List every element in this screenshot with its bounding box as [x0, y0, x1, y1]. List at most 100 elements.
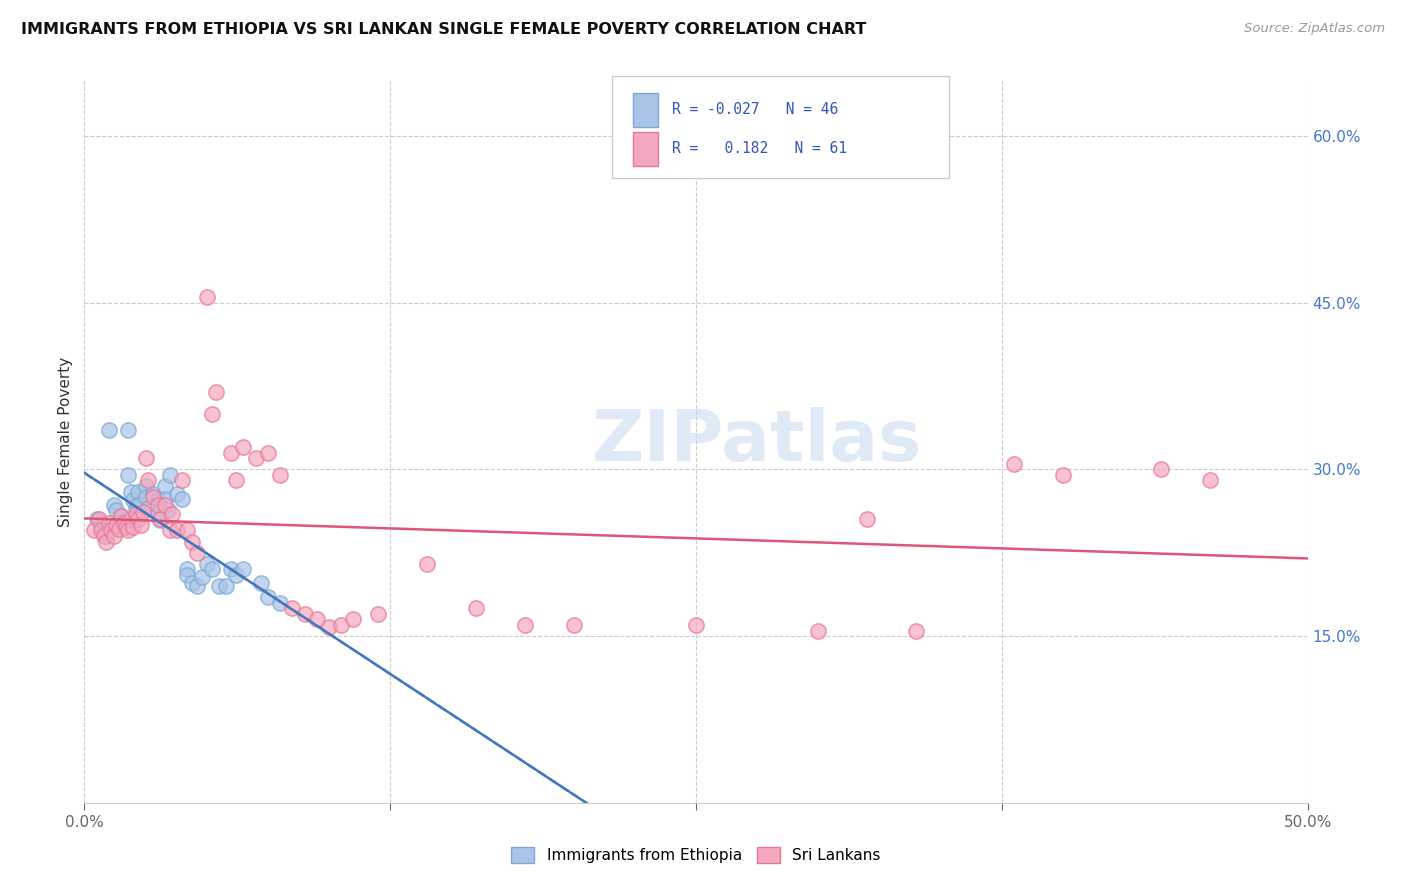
Point: [166, 487, 188, 501]
Point: [105, 503, 128, 517]
Point: [195, 557, 218, 571]
Point: [135, 451, 157, 466]
Point: [117, 424, 139, 438]
Point: [97, 424, 120, 438]
Point: [127, 498, 149, 512]
Point: [120, 512, 142, 526]
Point: [181, 575, 204, 590]
Point: [110, 508, 132, 523]
Point: [269, 596, 291, 610]
Point: [342, 612, 364, 626]
Point: [93, 529, 115, 543]
Point: [269, 467, 291, 482]
Point: [146, 493, 169, 508]
Point: [90, 520, 112, 534]
Point: [86, 512, 108, 526]
Point: [1052, 467, 1074, 482]
Point: [142, 490, 165, 504]
Point: [225, 474, 247, 488]
Point: [112, 516, 135, 530]
Point: [146, 507, 169, 521]
Text: ZIPatlas: ZIPatlas: [592, 407, 922, 476]
Point: [225, 568, 247, 582]
Point: [195, 290, 218, 304]
Point: [208, 579, 231, 593]
Point: [257, 445, 280, 459]
Legend: Immigrants from Ethiopia, Sri Lankans: Immigrants from Ethiopia, Sri Lankans: [506, 842, 886, 867]
Point: [166, 524, 188, 538]
Point: [181, 534, 204, 549]
Point: [132, 505, 155, 519]
Point: [96, 529, 118, 543]
Text: Source: ZipAtlas.com: Source: ZipAtlas.com: [1244, 22, 1385, 36]
Point: [232, 562, 254, 576]
Y-axis label: Single Female Poverty: Single Female Poverty: [58, 357, 73, 526]
Point: [136, 474, 159, 488]
Point: [125, 501, 148, 516]
Point: [142, 487, 165, 501]
Point: [122, 493, 145, 508]
Point: [416, 557, 439, 571]
Point: [232, 440, 254, 454]
Point: [245, 451, 267, 466]
Point: [153, 498, 176, 512]
Point: [464, 601, 486, 615]
Point: [110, 508, 132, 523]
Point: [219, 562, 242, 576]
Point: [120, 484, 142, 499]
Point: [87, 512, 110, 526]
Point: [103, 529, 125, 543]
Point: [122, 520, 145, 534]
Point: [562, 618, 585, 632]
Point: [215, 579, 238, 593]
Point: [205, 384, 228, 399]
Point: [318, 620, 340, 634]
Point: [136, 501, 159, 516]
Point: [112, 520, 135, 534]
Point: [685, 618, 707, 632]
Point: [172, 474, 194, 488]
Point: [513, 618, 536, 632]
Point: [127, 512, 149, 526]
Text: IMMIGRANTS FROM ETHIOPIA VS SRI LANKAN SINGLE FEMALE POVERTY CORRELATION CHART: IMMIGRANTS FROM ETHIOPIA VS SRI LANKAN S…: [21, 22, 866, 37]
Point: [176, 568, 198, 582]
Point: [367, 607, 389, 621]
Point: [1150, 462, 1173, 476]
Point: [807, 624, 830, 638]
Point: [146, 498, 169, 512]
Point: [129, 517, 152, 532]
Point: [1198, 474, 1220, 488]
Point: [107, 522, 129, 536]
Point: [103, 498, 125, 512]
Point: [294, 607, 316, 621]
Point: [249, 575, 271, 590]
Point: [330, 618, 353, 632]
Point: [96, 534, 118, 549]
Text: R =   0.182   N = 61: R = 0.182 N = 61: [672, 142, 846, 156]
Point: [117, 524, 139, 538]
Point: [115, 520, 138, 534]
Point: [305, 612, 328, 626]
Point: [905, 624, 928, 638]
Point: [117, 467, 139, 482]
Point: [172, 492, 194, 507]
Text: R = -0.027   N = 46: R = -0.027 N = 46: [672, 103, 838, 117]
Point: [100, 524, 122, 538]
Point: [149, 512, 172, 526]
Point: [176, 562, 198, 576]
Point: [159, 524, 181, 538]
Point: [200, 562, 222, 576]
Point: [110, 515, 132, 529]
Point: [83, 524, 105, 538]
Point: [257, 590, 280, 604]
Point: [90, 524, 112, 538]
Point: [162, 507, 184, 521]
Point: [856, 512, 879, 526]
Point: [125, 507, 148, 521]
Point: [219, 445, 242, 459]
Point: [135, 479, 157, 493]
Point: [105, 517, 128, 532]
Point: [176, 524, 198, 538]
Point: [129, 507, 152, 521]
Point: [156, 503, 179, 517]
